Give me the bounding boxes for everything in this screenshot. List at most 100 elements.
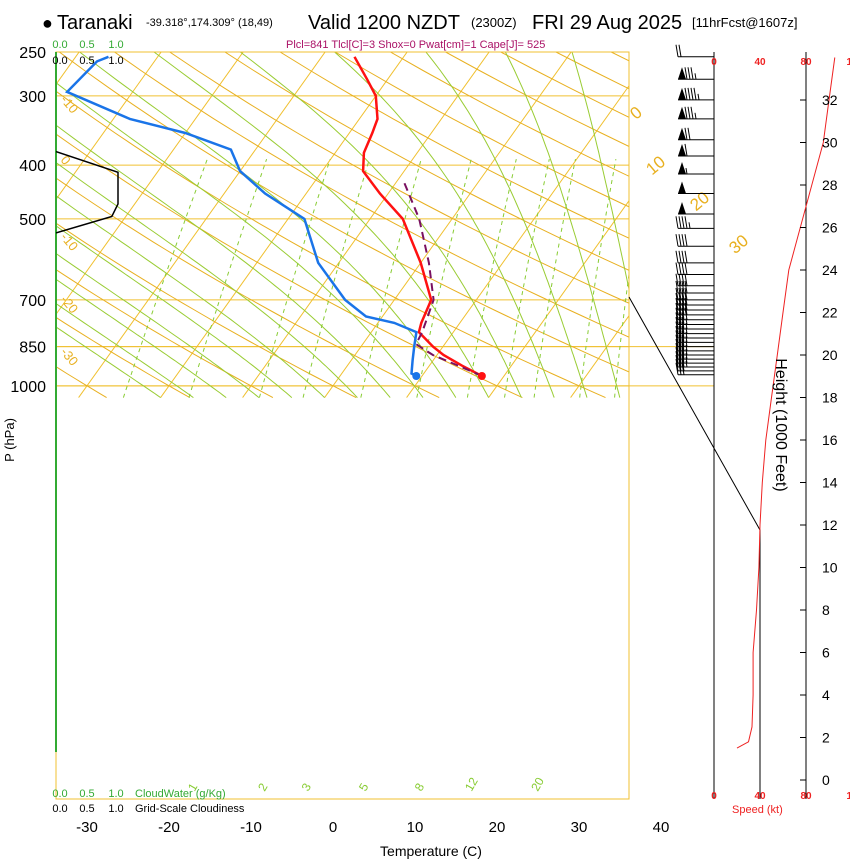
wind-barb-flag	[681, 342, 685, 356]
wind-barb-flag	[684, 87, 688, 100]
moist-adiabat-line	[153, 52, 490, 398]
wind-barb-flag	[678, 302, 682, 316]
wind-panel-boundary	[628, 296, 761, 799]
wind-barb-flag	[678, 234, 682, 247]
surface-dewpoint-dot	[412, 371, 421, 380]
isotherm-line	[0, 42, 4, 397]
moist-adiabat-line	[425, 52, 588, 398]
wind-barb-flag	[684, 273, 688, 286]
speed-tick-label-top: 40	[754, 57, 766, 68]
height-tick-label: 4	[822, 687, 830, 703]
station-name: Taranaki	[57, 12, 133, 34]
wind-barb-flag	[681, 280, 685, 294]
wind-barb-flag	[681, 262, 685, 275]
dry-adiabats	[56, 52, 629, 399]
x-tick-label: -30	[76, 819, 98, 836]
wind-barb-flag	[675, 273, 679, 286]
wind-barb-half	[685, 353, 688, 360]
cloudiness-scale-label: 0.0	[52, 55, 67, 67]
wind-barb-flag	[675, 338, 679, 351]
height-tick-label: 2	[822, 730, 830, 746]
x-tick-label: -20	[158, 819, 180, 836]
wind-barb-half	[688, 222, 691, 229]
y-tick-label: 300	[19, 89, 46, 106]
mixing-ratio-label: 3	[299, 780, 315, 793]
height-tick-label: 32	[822, 92, 838, 108]
moist-adiabats	[56, 52, 629, 399]
isobar-grid	[56, 51, 714, 387]
wind-barb	[678, 87, 714, 101]
y-tick-label: 850	[19, 340, 46, 357]
speed-tick-label-bottom: 80	[800, 791, 812, 802]
dry-adiabat-label: -20	[58, 292, 82, 316]
wind-barb	[675, 358, 714, 372]
moist-adiabat-line	[56, 124, 391, 398]
mixing-ratio-label: 12	[462, 775, 481, 794]
moist-adiabat-line	[79, 52, 457, 398]
moist-adiabat-line	[239, 52, 522, 398]
wind-barb-flag	[681, 330, 685, 343]
moist-adiabat-line	[56, 82, 424, 398]
moist-adiabat-line	[56, 326, 161, 399]
y-axis-label: P (hPa)	[2, 418, 17, 462]
wind-barb-flag	[684, 143, 688, 157]
cloudwater-scale-label: 1.0	[108, 39, 123, 51]
wind-barb-flag	[690, 106, 694, 119]
dry-adiabat-line	[500, 52, 629, 118]
wind-barb-flag	[681, 307, 685, 320]
utc-time: (2300Z)	[471, 15, 517, 30]
wind-barb-flag	[681, 302, 685, 316]
axes-layer: -30 -20 -10 0 10 20 30 40 250 300 400 500 700 850 1000…	[10, 39, 669, 836]
mixing-ratio-label: 8	[412, 780, 428, 793]
moist-adiabat-label: 20	[686, 188, 713, 215]
dry-adiabat-label: -10	[58, 230, 82, 254]
dry-adiabat-line	[56, 269, 274, 399]
x-tick-label: 20	[489, 819, 506, 836]
dry-adiabat-line	[445, 52, 629, 148]
wind-barb-flag	[681, 362, 685, 375]
wind-barb-flag	[687, 127, 691, 140]
wind-barb	[675, 325, 714, 339]
dry-adiabat-line	[56, 177, 440, 399]
mixing-ratio-line	[533, 158, 576, 398]
wind-barb	[675, 316, 714, 330]
wind-barb-flag	[684, 280, 688, 294]
wind-barb	[675, 330, 714, 343]
moist-adiabat-line	[56, 252, 260, 398]
moist-adiabat-line	[56, 225, 293, 398]
wind-barb-half	[694, 73, 697, 80]
speed-tick-label-bottom: 0	[711, 791, 717, 802]
isotherm-grid	[0, 42, 629, 398]
wind-barb-half	[685, 327, 688, 334]
cloudwater-scale-label: 0.0	[52, 39, 67, 51]
wind-barb-flag	[678, 321, 682, 334]
dry-adiabat-line	[224, 52, 629, 271]
dry-adiabat-line	[169, 52, 629, 304]
wind-barb-flag	[678, 297, 682, 311]
wind-speed-line	[736, 57, 836, 749]
x-tick-label: -10	[240, 819, 262, 836]
x-tick-label: 10	[407, 819, 424, 836]
cloudwater-scale-label-bottom: 0.5	[79, 788, 94, 800]
height-tick-label: 20	[822, 347, 838, 363]
wind-barb-flag	[675, 280, 679, 294]
mixing-ratio-label: 2	[255, 780, 271, 793]
wind-barb	[675, 273, 714, 287]
wind-barb-flag	[681, 338, 685, 351]
wind-barb-pennant	[678, 127, 686, 140]
cloudwater-scale-label-bottom: 0.0	[52, 788, 67, 800]
wind-barb-flag	[684, 127, 688, 140]
wind-barb	[675, 362, 714, 376]
mixing-ratio-label: 5	[356, 780, 372, 793]
wind-barb-flag	[684, 287, 688, 301]
moist-adiabat-line	[504, 52, 621, 398]
mixing-ratio-label: 20	[528, 775, 547, 794]
speed-tick-label-top: 0	[711, 57, 717, 68]
wind-barb-flag	[678, 358, 682, 372]
wind-barb-flag	[681, 358, 685, 372]
cloudiness-scale-label: 1.0	[108, 55, 123, 67]
wind-barb-flag	[678, 342, 682, 356]
wind-barb	[678, 162, 714, 175]
isotherm-line	[78, 52, 326, 398]
wind-barb	[675, 297, 714, 311]
